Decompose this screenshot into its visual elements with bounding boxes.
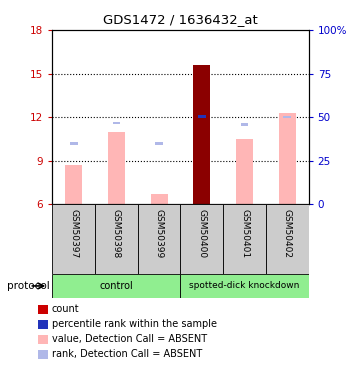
Bar [65, 165, 82, 204]
Bar [279, 113, 296, 204]
Bar [283, 116, 291, 118]
Bar [108, 132, 125, 204]
Text: GDS1472 / 1636432_at: GDS1472 / 1636432_at [103, 13, 258, 26]
Bar [95, 204, 138, 274]
Bar [266, 204, 309, 274]
Bar [138, 204, 180, 274]
Text: GSM50399: GSM50399 [155, 209, 164, 258]
Text: protocol: protocol [7, 281, 50, 291]
Text: GSM50401: GSM50401 [240, 209, 249, 258]
Bar [70, 142, 78, 145]
Text: percentile rank within the sample: percentile rank within the sample [52, 320, 217, 329]
Bar [52, 274, 180, 298]
Bar [155, 142, 163, 145]
Text: GSM50400: GSM50400 [197, 209, 206, 258]
Text: GSM50398: GSM50398 [112, 209, 121, 258]
Bar [180, 274, 309, 298]
Text: control: control [100, 281, 133, 291]
Text: value, Detection Call = ABSENT: value, Detection Call = ABSENT [52, 334, 207, 344]
Text: spotted-dick knockdown: spotted-dick knockdown [190, 281, 300, 290]
Bar [241, 123, 248, 126]
Bar [113, 122, 120, 124]
Text: GSM50397: GSM50397 [69, 209, 78, 258]
Text: rank, Detection Call = ABSENT: rank, Detection Call = ABSENT [52, 350, 202, 359]
Bar [52, 204, 95, 274]
Bar [193, 65, 210, 204]
Bar [151, 194, 168, 204]
Bar [223, 204, 266, 274]
Bar [236, 139, 253, 204]
Text: GSM50402: GSM50402 [283, 209, 292, 258]
Bar [180, 204, 223, 274]
Bar [198, 115, 206, 118]
Text: count: count [52, 304, 79, 314]
